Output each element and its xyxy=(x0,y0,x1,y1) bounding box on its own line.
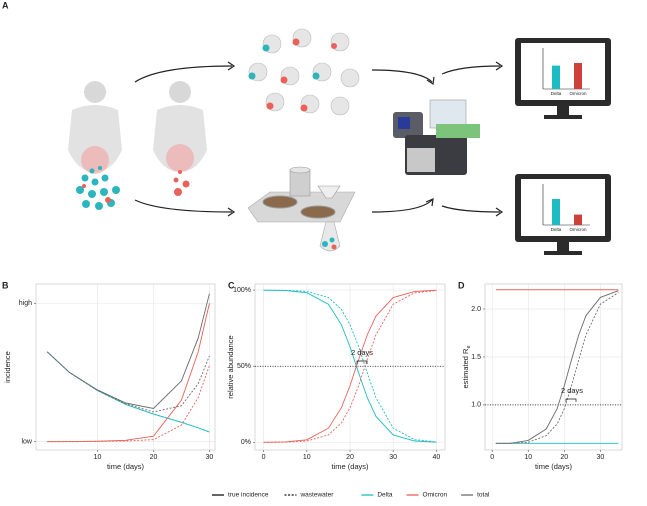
y-axis-label-text: incidence xyxy=(3,351,12,383)
legend-label: true incidence xyxy=(228,492,269,499)
mini-bar-label: Omicron xyxy=(569,227,586,232)
x-tick-label: 20 xyxy=(346,454,354,461)
x-tick-label: 40 xyxy=(432,454,440,461)
mini-bar-label: Delta xyxy=(551,91,562,96)
y-tick-label: 1.5 xyxy=(471,354,481,361)
annotation-bracket xyxy=(565,398,577,402)
arrows xyxy=(134,61,504,217)
x-tick-label: 30 xyxy=(596,454,604,461)
y-tick-label: 50% xyxy=(237,363,251,370)
x-axis-label: time (days) xyxy=(107,462,145,471)
y-tick-label: 100% xyxy=(233,287,251,294)
x-tick-label: 30 xyxy=(389,454,397,461)
mini-bar xyxy=(574,63,582,89)
annotation: 2 days xyxy=(561,386,583,395)
x-tick-label: 10 xyxy=(524,454,532,461)
legend-label: Delta xyxy=(377,492,393,499)
sequencer xyxy=(393,99,480,175)
series-line xyxy=(47,365,210,443)
annotation-bracket xyxy=(356,360,368,364)
annotation: 2 days xyxy=(351,348,373,357)
person xyxy=(153,81,207,196)
x-tick-label: 20 xyxy=(560,454,568,461)
x-tick-label: 10 xyxy=(94,454,102,461)
x-axis-label: time (days) xyxy=(535,462,573,471)
series-line xyxy=(495,292,619,444)
x-tick-label: 10 xyxy=(303,454,311,461)
monitor xyxy=(515,38,611,119)
legend: true incidence wastewater Delta Omicron tota… xyxy=(212,492,490,499)
mini-bar xyxy=(552,199,560,225)
y-axis-label: relative abundance xyxy=(226,335,235,398)
x-tick-label: 30 xyxy=(206,454,214,461)
y-axis-label-text: relative abundance xyxy=(226,335,235,398)
series-line xyxy=(495,290,619,444)
plot-area xyxy=(35,283,216,451)
illustration: A xyxy=(2,0,611,255)
panel-label: A xyxy=(2,0,9,10)
x-axis-label: time (days) xyxy=(331,462,369,471)
panel-label: B xyxy=(2,280,9,290)
series-line xyxy=(263,289,437,443)
y-axis-label-text: estimated R xyxy=(461,348,470,389)
legend-label: Omicron xyxy=(423,492,448,499)
y-axis-label-sub: e xyxy=(466,345,472,348)
panel-label: D xyxy=(458,280,465,290)
monitor xyxy=(515,174,611,255)
y-axis-label: estimated Re xyxy=(461,345,472,388)
series-line xyxy=(263,290,437,443)
plot-area xyxy=(484,283,623,451)
mini-bar-label: Omicron xyxy=(569,91,586,96)
legend-label: total xyxy=(477,492,490,499)
person xyxy=(68,81,122,210)
y-tick-label: high xyxy=(19,300,32,307)
series-line xyxy=(263,289,437,443)
y-tick-label: 2.0 xyxy=(471,306,481,313)
panel-label: C xyxy=(228,280,235,290)
mini-bar xyxy=(552,65,560,89)
series-line xyxy=(46,351,210,413)
mini-bar xyxy=(574,214,582,225)
x-tick-label: 20 xyxy=(150,454,158,461)
series-line xyxy=(263,289,437,443)
legend-label: wastewater xyxy=(299,492,334,499)
y-tick-label: 0% xyxy=(241,439,251,446)
y-axis-label: incidence xyxy=(3,351,12,383)
wastewater-lab xyxy=(247,166,356,252)
mini-bar-label: Delta xyxy=(551,227,562,232)
x-tick-label: 0 xyxy=(490,454,494,461)
x-tick-label: 0 xyxy=(262,454,266,461)
swab-samples xyxy=(248,28,360,116)
y-tick-label: 1.0 xyxy=(471,402,481,409)
y-tick-label: low xyxy=(21,439,32,446)
